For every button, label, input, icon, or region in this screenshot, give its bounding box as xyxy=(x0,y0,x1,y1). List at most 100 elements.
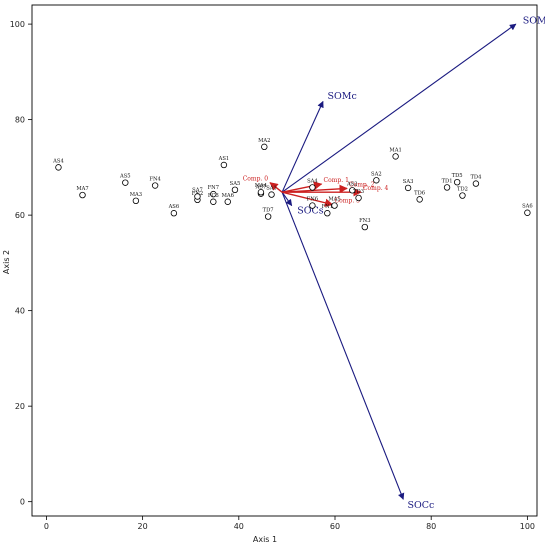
data-point xyxy=(231,186,239,194)
point-label: TD2 xyxy=(457,187,468,193)
data-point xyxy=(261,143,268,151)
data-point xyxy=(416,196,423,203)
x-tick-label: 100 xyxy=(520,522,535,531)
point-label: FN6 xyxy=(307,197,318,203)
vector-label: Comp. 1 xyxy=(324,177,349,184)
point-label: FN7 xyxy=(208,185,219,191)
data-point xyxy=(210,190,217,198)
point-label: SA2 xyxy=(371,171,382,177)
x-tick-label: 80 xyxy=(426,522,436,531)
point-label: MA2 xyxy=(258,138,270,144)
x-tick-label: 0 xyxy=(44,522,49,531)
vector-label: Comp. 3 xyxy=(335,198,361,205)
data-point xyxy=(392,153,399,160)
x-tick-label: 60 xyxy=(330,522,340,531)
data-point xyxy=(210,198,217,205)
point-label: SA6 xyxy=(522,204,533,210)
point-label: FN1 xyxy=(322,204,333,210)
point-label: MA4 xyxy=(255,183,268,189)
y-tick-label: 60 xyxy=(15,211,25,220)
data-point xyxy=(151,182,159,189)
data-point xyxy=(459,192,466,199)
plot-frame xyxy=(31,4,538,517)
data-point xyxy=(264,213,272,220)
data-point xyxy=(361,223,369,231)
data-point xyxy=(132,197,140,205)
data-point xyxy=(79,191,86,199)
point-label: SA5 xyxy=(230,181,241,187)
y-tick-label: 0 xyxy=(20,498,25,507)
point-label: TD7 xyxy=(263,208,274,214)
data-point xyxy=(257,189,265,196)
x-axis: 0 20 40 60 80 100 xyxy=(44,516,535,531)
point-label: TD3 xyxy=(353,189,364,195)
vector-arrow xyxy=(281,23,517,193)
point-label: MA5 xyxy=(328,197,340,203)
data-point xyxy=(331,202,338,209)
vector-label: SOMs xyxy=(523,16,545,27)
vector-arrow xyxy=(281,191,334,207)
point-label: TD6 xyxy=(414,190,425,196)
data-point xyxy=(55,164,62,171)
data-point xyxy=(443,184,451,191)
vector-arrow xyxy=(281,181,323,193)
data-point xyxy=(324,210,331,217)
vector-arrow xyxy=(269,182,283,193)
data-point xyxy=(373,177,380,184)
data-point xyxy=(170,210,178,217)
data-point xyxy=(220,161,228,169)
data-point xyxy=(404,184,412,192)
point-label: AS7 xyxy=(255,185,267,191)
point-label: FN3 xyxy=(359,218,370,224)
point-label: MA1 xyxy=(389,147,401,153)
vector-label: SOMc xyxy=(327,91,356,102)
vector-label: Comp. 4 xyxy=(363,185,389,192)
data-point xyxy=(349,187,356,194)
point-label: AS5 xyxy=(119,174,131,180)
point-label: SA1 xyxy=(266,186,277,192)
y-axis-label: Axis 2 xyxy=(2,250,11,274)
vector-arrow xyxy=(281,191,293,207)
y-tick-label: 40 xyxy=(15,307,25,316)
data-point xyxy=(268,191,275,198)
point-label: FC3 xyxy=(208,193,219,199)
point-label: AS6 xyxy=(168,204,180,210)
point-label: TD4 xyxy=(470,175,482,181)
data-point xyxy=(224,198,231,205)
point-label: SA7 xyxy=(192,188,203,194)
point-label: FN4 xyxy=(149,177,161,183)
data-point xyxy=(309,184,316,191)
point-label: MA7 xyxy=(76,186,88,192)
vector-arrow xyxy=(281,100,324,193)
point-label: TD5 xyxy=(452,173,463,179)
data-point xyxy=(194,193,201,200)
data-point xyxy=(524,209,531,216)
vector-label: SOCc xyxy=(407,500,434,511)
y-tick-label: 20 xyxy=(15,402,25,411)
data-point xyxy=(122,179,129,186)
point-label: SA4 xyxy=(307,178,318,184)
vector-label: SOCs xyxy=(297,205,324,216)
points-layer: AS4MA7AS5MA3FN4AS6FN2SA7FN7FC3AS1MA6SA5M… xyxy=(52,138,533,231)
point-label: AS1 xyxy=(218,156,230,162)
vector-label: Comp. 0 xyxy=(243,176,269,183)
data-point xyxy=(453,178,461,186)
y-tick-label: 100 xyxy=(10,20,25,29)
data-point xyxy=(355,194,362,202)
point-label: MA3 xyxy=(130,192,142,198)
vector-arrow xyxy=(281,192,405,500)
point-label: AS2 xyxy=(346,181,358,187)
point-label: AS4 xyxy=(52,158,64,164)
data-point xyxy=(472,180,480,187)
point-label: SA3 xyxy=(403,179,414,185)
x-axis-label: Axis 1 xyxy=(253,535,277,544)
data-point xyxy=(309,202,316,209)
x-tick-label: 40 xyxy=(234,522,244,531)
y-axis: 0 20 40 60 80 100 xyxy=(10,20,32,507)
vector-label: Comp. 2 xyxy=(349,181,375,188)
point-label: TD1 xyxy=(442,178,453,184)
point-label: MA6 xyxy=(222,193,234,199)
x-tick-label: 20 xyxy=(138,522,148,531)
